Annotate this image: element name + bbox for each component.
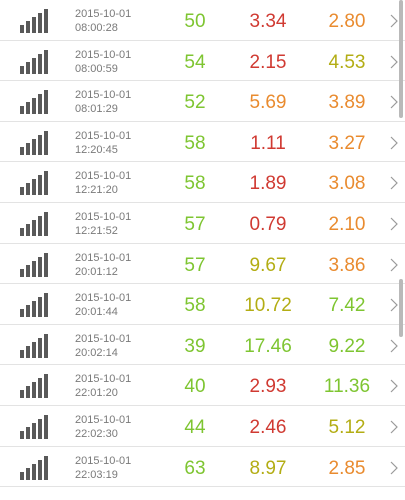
signal-strength-icon — [20, 293, 54, 318]
row-date: 2015-10-01 — [75, 210, 132, 223]
chevron-right-icon[interactable] — [389, 55, 399, 69]
row-value-3: 11.36 — [323, 376, 371, 398]
row-value-1: 63 — [184, 457, 206, 479]
row-time: 08:00:59 — [75, 62, 118, 75]
row-value-1: 40 — [184, 376, 206, 398]
row-value-3: 2.80 — [328, 11, 366, 32]
row-time: 12:20:45 — [75, 143, 118, 156]
results-list: 2015-10-01 08:00:28 50 3.34 2.80 2015-10… — [0, 0, 405, 488]
signal-strength-icon — [20, 171, 54, 196]
row-value-3: 2.85 — [328, 457, 366, 479]
row-value-1: 44 — [184, 416, 206, 438]
chevron-right-icon[interactable] — [389, 258, 399, 272]
row-value-1: 57 — [184, 213, 206, 235]
row-value-3: 4.53 — [328, 51, 366, 73]
row-time: 22:02:30 — [75, 427, 118, 440]
scrollbar-thumb[interactable] — [399, 0, 403, 118]
result-row[interactable]: 2015-10-01 22:03:19 63 8.97 2.85 — [0, 447, 405, 488]
row-time: 22:03:19 — [75, 468, 118, 481]
row-value-1: 52 — [184, 92, 206, 114]
row-value-2: 10.72 — [244, 295, 292, 317]
row-value-1: 58 — [184, 173, 206, 195]
result-row[interactable]: 2015-10-01 22:01:20 40 2.93 11.36 — [0, 365, 405, 406]
row-time: 08:01:29 — [75, 103, 118, 116]
result-row[interactable]: 2015-10-01 08:00:59 54 2.15 4.53 — [0, 41, 405, 82]
row-value-1: 50 — [184, 11, 206, 32]
signal-strength-icon — [20, 130, 54, 155]
row-date: 2015-10-01 — [75, 292, 132, 305]
row-value-2: 9.67 — [249, 254, 287, 276]
row-value-3: 3.86 — [328, 254, 366, 276]
row-value-2: 0.79 — [249, 213, 287, 235]
signal-strength-icon — [20, 455, 54, 480]
signal-strength-icon — [20, 9, 54, 33]
row-value-2: 17.46 — [244, 335, 292, 357]
row-time: 20:01:12 — [75, 265, 118, 278]
row-value-2: 2.15 — [249, 51, 287, 73]
row-value-1: 57 — [184, 254, 206, 276]
result-row[interactable]: 2015-10-01 12:21:52 57 0.79 2.10 — [0, 203, 405, 244]
row-time: 12:21:52 — [75, 224, 118, 237]
signal-strength-icon — [20, 374, 54, 399]
row-value-2: 2.93 — [249, 376, 287, 398]
signal-strength-icon — [20, 211, 54, 236]
signal-strength-icon — [20, 414, 54, 439]
row-value-3: 7.42 — [328, 295, 366, 317]
chevron-right-icon[interactable] — [389, 176, 399, 190]
row-date: 2015-10-01 — [75, 89, 132, 102]
row-date: 2015-10-01 — [75, 8, 132, 20]
chevron-right-icon[interactable] — [389, 339, 399, 353]
row-date: 2015-10-01 — [75, 251, 132, 264]
chevron-right-icon[interactable] — [389, 461, 399, 475]
row-date: 2015-10-01 — [75, 48, 132, 61]
row-time: 20:01:44 — [75, 306, 118, 319]
signal-strength-icon — [20, 49, 54, 74]
chevron-right-icon[interactable] — [389, 298, 399, 312]
chevron-right-icon[interactable] — [389, 14, 399, 28]
result-row[interactable]: 2015-10-01 20:02:14 39 17.46 9.22 — [0, 325, 405, 366]
signal-strength-icon — [20, 333, 54, 358]
row-date: 2015-10-01 — [75, 332, 132, 345]
scrollbar-thumb-secondary[interactable] — [399, 279, 403, 337]
result-row[interactable]: 2015-10-01 12:20:45 58 1.11 3.27 — [0, 122, 405, 163]
row-value-2: 2.46 — [249, 416, 287, 438]
row-date: 2015-10-01 — [75, 170, 132, 183]
row-value-2: 1.11 — [250, 132, 286, 154]
row-date: 2015-10-01 — [75, 413, 132, 426]
row-time: 22:01:20 — [75, 387, 118, 400]
row-time: 12:21:20 — [75, 184, 118, 197]
row-value-3: 3.27 — [328, 132, 366, 154]
chevron-right-icon[interactable] — [389, 420, 399, 434]
row-value-3: 3.08 — [328, 173, 366, 195]
row-value-2: 8.97 — [249, 457, 287, 479]
result-row[interactable]: 2015-10-01 22:02:30 44 2.46 5.12 — [0, 406, 405, 447]
signal-strength-icon — [20, 90, 54, 115]
row-value-3: 3.89 — [328, 92, 366, 114]
row-time: 08:00:28 — [75, 22, 118, 34]
row-date: 2015-10-01 — [75, 454, 132, 467]
signal-strength-icon — [20, 252, 54, 277]
chevron-right-icon[interactable] — [389, 379, 399, 393]
chevron-right-icon[interactable] — [389, 217, 399, 231]
result-row[interactable]: 2015-10-01 20:01:12 57 9.67 3.86 — [0, 244, 405, 285]
row-value-2: 1.89 — [249, 173, 287, 195]
result-row[interactable]: 2015-10-01 12:21:20 58 1.89 3.08 — [0, 162, 405, 203]
row-date: 2015-10-01 — [75, 373, 132, 386]
row-date: 2015-10-01 — [75, 129, 132, 142]
row-time: 20:02:14 — [75, 346, 118, 359]
row-value-3: 9.22 — [328, 335, 366, 357]
chevron-right-icon[interactable] — [389, 95, 399, 109]
row-value-3: 2.10 — [328, 213, 366, 235]
row-value-2: 3.34 — [249, 11, 287, 32]
row-value-1: 58 — [184, 295, 206, 317]
row-value-2: 5.69 — [249, 92, 287, 114]
result-row[interactable]: 2015-10-01 20:01:44 58 10.72 7.42 — [0, 284, 405, 325]
result-row[interactable]: 2015-10-01 08:00:28 50 3.34 2.80 — [0, 0, 405, 41]
row-value-3: 5.12 — [328, 416, 366, 438]
row-value-1: 58 — [184, 132, 206, 154]
chevron-right-icon[interactable] — [389, 136, 399, 150]
result-row[interactable]: 2015-10-01 08:01:29 52 5.69 3.89 — [0, 81, 405, 122]
row-value-1: 39 — [184, 335, 206, 357]
row-value-1: 54 — [184, 51, 206, 73]
